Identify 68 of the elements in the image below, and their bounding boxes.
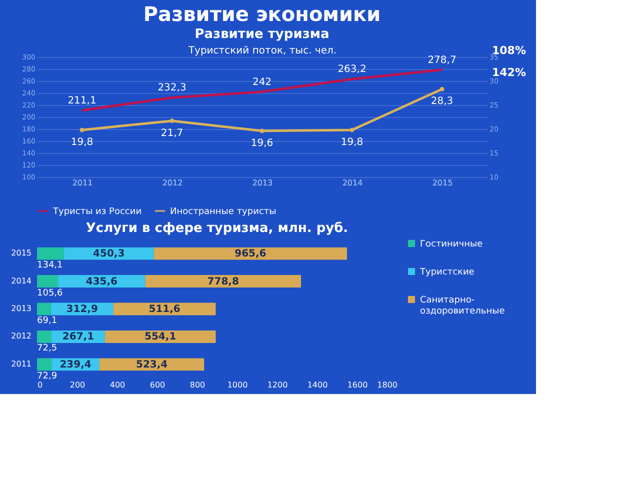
data-label: 72,9 xyxy=(37,371,58,382)
y-tick-label: 2015 xyxy=(11,248,32,258)
legend-label: Иностранные туристы xyxy=(170,207,276,217)
bar xyxy=(37,247,64,260)
bar xyxy=(37,302,51,316)
bar xyxy=(37,275,58,288)
bar xyxy=(145,275,301,288)
data-label: 312,9 xyxy=(66,304,98,315)
x-tick-label: 1000 xyxy=(227,380,248,390)
data-label: 778,8 xyxy=(207,276,239,288)
legend-label: Туристы из России xyxy=(52,207,142,217)
x-tick-label: 1800 xyxy=(377,380,398,390)
data-label: 523,4 xyxy=(136,359,168,370)
point xyxy=(260,128,264,134)
text: 142% xyxy=(492,66,526,79)
x-tick-label: 2013 xyxy=(252,178,273,188)
bar xyxy=(37,358,52,371)
data-label: 28,3 xyxy=(430,96,454,108)
x-tick-label: 2015 xyxy=(432,178,453,188)
legend-label: Туристские xyxy=(419,268,475,278)
data-label: 19,8 xyxy=(340,136,364,148)
chart-title: Развитие экономики xyxy=(143,2,381,26)
data-label: 232,3 xyxy=(158,82,186,94)
data-label: 267,1 xyxy=(62,332,94,343)
data-label: 965,6 xyxy=(234,248,266,260)
data-label: 554,1 xyxy=(144,332,176,343)
x-tick-label: 0 xyxy=(38,380,43,390)
legend-label: Санитарно-оздоровительные xyxy=(420,296,506,316)
data-label: 435,6 xyxy=(86,276,118,288)
bar xyxy=(154,247,347,260)
chart-subtitle: Развитие туризма xyxy=(194,27,330,42)
x-tick-label: 600 xyxy=(150,380,166,390)
data-label: 21,7 xyxy=(160,128,184,139)
data-label: 278,7 xyxy=(428,54,456,66)
data-label: 19,6 xyxy=(250,138,274,149)
x-tick-label: 2014 xyxy=(342,178,363,188)
point xyxy=(350,128,354,132)
y-tick-label: 2012 xyxy=(11,332,32,341)
data-label: 239,4 xyxy=(60,359,92,370)
data-label: 19,8 xyxy=(70,136,94,148)
point xyxy=(440,86,444,92)
bar xyxy=(104,330,216,343)
chart-title: Услуги в сфере туризма, млн. руб. xyxy=(86,221,348,236)
data-label: 263,2 xyxy=(338,64,366,76)
data-label: 211,1 xyxy=(68,95,96,106)
x-tick-label: 2011 xyxy=(72,178,93,188)
x-tick-label: 2012 xyxy=(162,178,183,188)
x-tick-label: 1400 xyxy=(307,380,328,390)
bar xyxy=(37,330,52,343)
x-tick-label: 400 xyxy=(110,380,126,390)
data-label: 72,5 xyxy=(37,344,58,354)
x-axis-title: Туристский поток, тыс. чел. xyxy=(187,46,337,56)
data-label: 511,6 xyxy=(148,304,180,315)
data-label: 450,3 xyxy=(93,248,125,260)
data-label: 69,1 xyxy=(37,316,58,326)
legend-label: Гостиничные xyxy=(420,240,484,250)
x-tick-label: 1200 xyxy=(267,380,288,390)
y-tick-label: 2013 xyxy=(11,304,32,313)
data-label: 134,1 xyxy=(37,260,63,271)
point xyxy=(170,118,174,124)
data-label: 105,6 xyxy=(37,288,64,298)
y-tick-label: 2014 xyxy=(11,276,32,286)
x-tick-label: 800 xyxy=(190,380,206,390)
x-tick-label: 200 xyxy=(70,380,86,390)
data-label: 242 xyxy=(252,76,272,88)
y-tick-label: 2011 xyxy=(11,359,32,368)
point xyxy=(80,128,84,132)
x-tick-label: 1600 xyxy=(347,380,368,390)
